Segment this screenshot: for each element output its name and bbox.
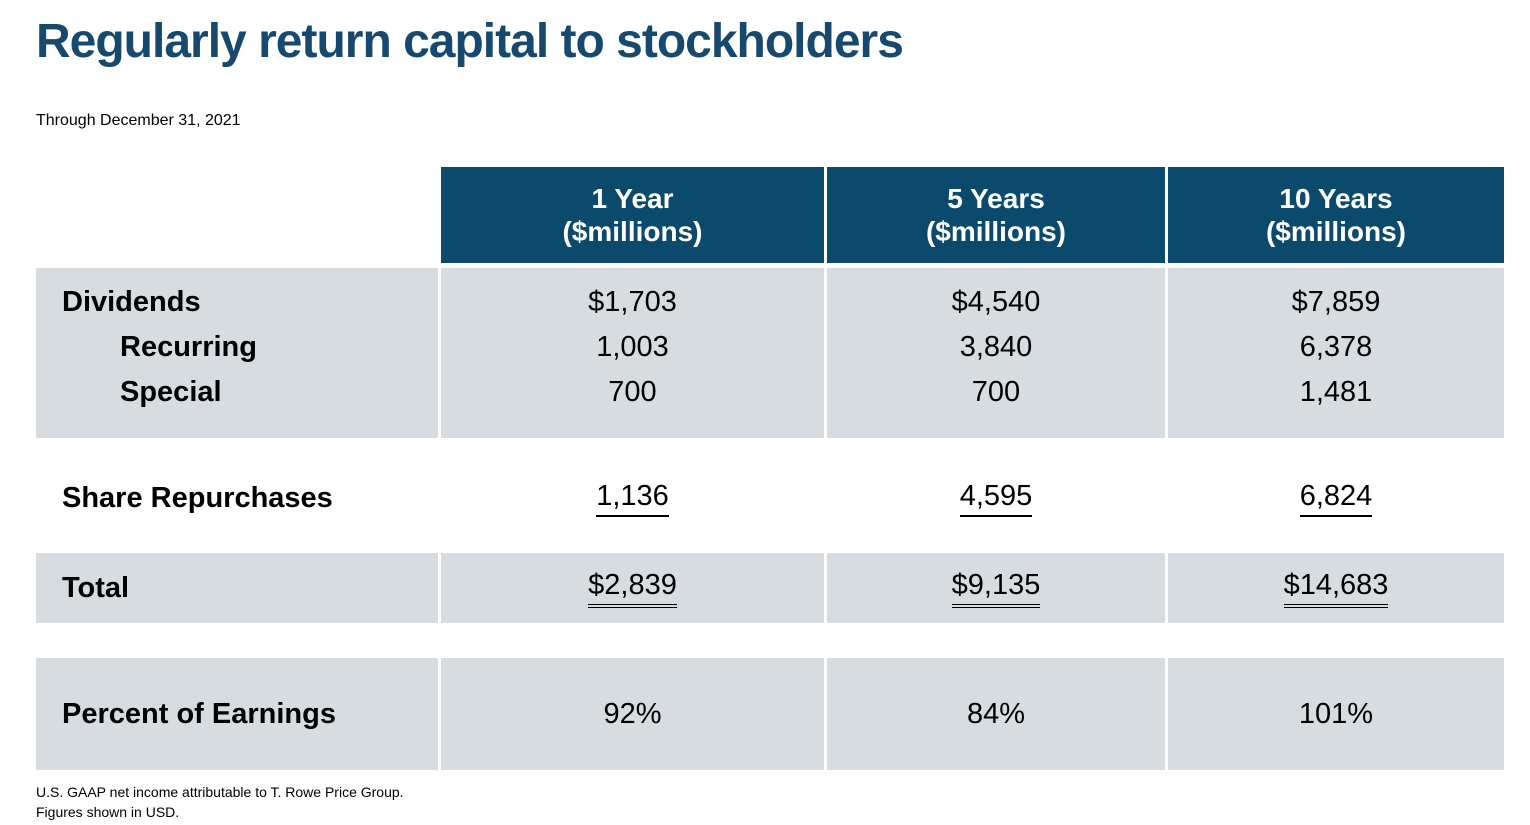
value-percent-10y: 101%: [1298, 697, 1374, 730]
value-share-repurchases-10y: 6,824: [1299, 480, 1373, 517]
header-spacer-cell: [36, 167, 438, 263]
dividends-values-5-years: $4,540 3,840 700: [827, 268, 1165, 438]
dividends-label-cell: Dividends Recurring Special: [36, 268, 438, 438]
value-total-1y: $2,839: [588, 569, 677, 608]
footnotes: U.S. GAAP net income attributable to T. …: [36, 782, 1530, 822]
table-header-row: 1 Year ($millions) 5 Years ($millions) 1…: [36, 167, 1505, 263]
footnote-line-1: U.S. GAAP net income attributable to T. …: [36, 784, 404, 800]
value-percent-1y: 92%: [603, 697, 662, 730]
percent-of-earnings-10-years: 101%: [1168, 658, 1504, 770]
value-dividends-1y: $1,703: [588, 286, 677, 318]
value-share-repurchases-1y: 1,136: [596, 480, 669, 517]
dividends-values-1-year: $1,703 1,003 700: [441, 268, 824, 438]
total-row: Total $2,839 $9,135 $14,683: [36, 553, 1505, 623]
value-dividends-10y: $7,859: [1291, 286, 1381, 318]
total-5-years: $9,135: [827, 553, 1165, 623]
row-label-special: Special: [120, 376, 222, 408]
row-label-total: Total: [36, 553, 438, 623]
value-total-5y: $9,135: [951, 569, 1041, 608]
dividends-block: Dividends Recurring Special $1,703 1,003…: [36, 268, 1505, 438]
column-header-5-years: 5 Years ($millions): [827, 167, 1165, 263]
column-header-1-year-line2: ($millions): [562, 216, 703, 247]
share-repurchases-row: Share Repurchases 1,136 4,595 6,824: [36, 438, 1505, 553]
value-dividends-5y: $4,540: [951, 286, 1041, 318]
column-header-10-years-line1: 10 Years: [1279, 183, 1393, 214]
total-1-year: $2,839: [441, 553, 824, 623]
row-label-share-repurchases: Share Repurchases: [62, 482, 333, 514]
column-header-1-year-line1: 1 Year: [591, 183, 674, 214]
share-repurchases-1-year: 1,136: [441, 438, 824, 553]
value-recurring-5y: 3,840: [959, 331, 1033, 363]
column-header-10-years-line2: ($millions): [1265, 216, 1406, 247]
column-header-5-years-line1: 5 Years: [947, 183, 1045, 214]
value-special-1y: 700: [608, 376, 657, 408]
value-recurring-1y: 1,003: [596, 331, 669, 363]
share-repurchases-10-years: 6,824: [1168, 438, 1504, 553]
footnote-line-2: Figures shown in USD.: [36, 804, 180, 820]
percent-of-earnings-1-year: 92%: [441, 658, 824, 770]
column-header-5-years-line2: ($millions): [925, 216, 1066, 247]
row-label-recurring: Recurring: [120, 331, 257, 363]
share-repurchases-5-years: 4,595: [827, 438, 1165, 553]
value-share-repurchases-5y: 4,595: [959, 480, 1033, 517]
value-percent-5y: 84%: [966, 697, 1026, 730]
value-recurring-10y: 6,378: [1299, 331, 1373, 363]
percent-of-earnings-row: Percent of Earnings 92% 84% 101%: [36, 658, 1505, 770]
column-header-1-year: 1 Year ($millions): [441, 167, 824, 263]
value-total-10y: $14,683: [1283, 569, 1389, 608]
percent-of-earnings-5-years: 84%: [827, 658, 1165, 770]
row-label-dividends: Dividends: [62, 286, 201, 318]
page-title: Regularly return capital to stockholders: [36, 15, 904, 68]
dividends-values-10-years: $7,859 6,378 1,481: [1168, 268, 1504, 438]
value-special-5y: 700: [971, 376, 1021, 408]
column-header-10-years: 10 Years ($millions): [1168, 167, 1504, 263]
row-label-percent-of-earnings: Percent of Earnings: [36, 658, 438, 770]
capital-return-table: 1 Year ($millions) 5 Years ($millions) 1…: [36, 167, 1505, 770]
value-special-10y: 1,481: [1299, 376, 1373, 408]
slide-subtitle: Through December 31, 2021: [36, 112, 241, 129]
total-10-years: $14,683: [1168, 553, 1504, 623]
